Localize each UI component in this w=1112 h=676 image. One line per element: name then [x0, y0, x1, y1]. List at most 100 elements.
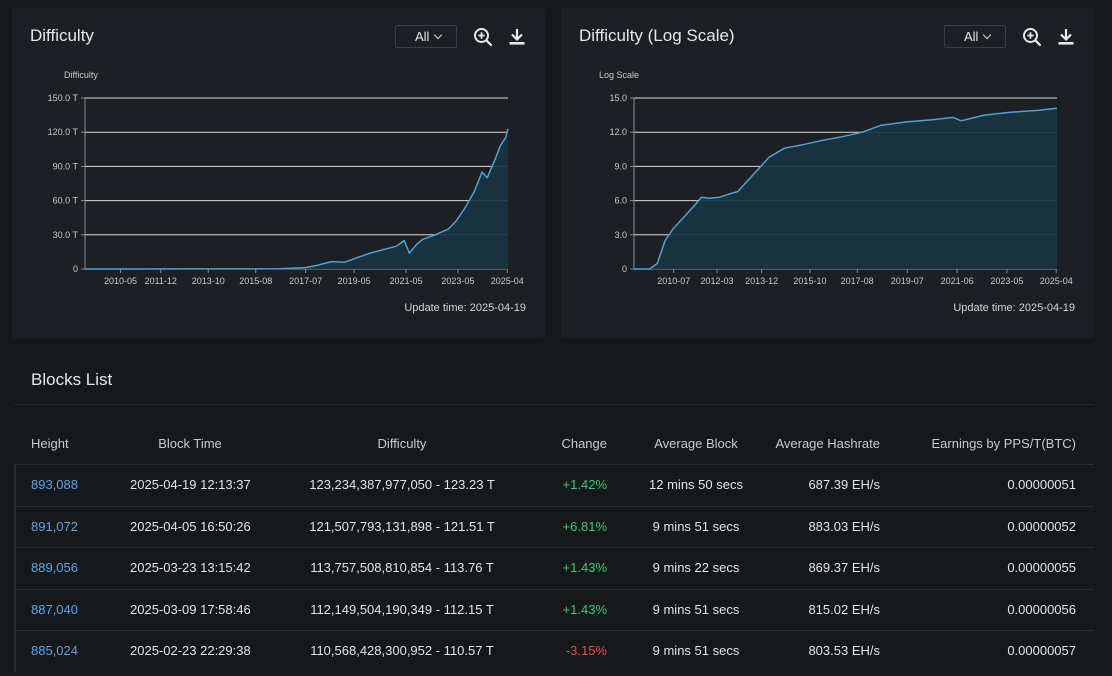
earnings-pps: 0.00000052: [1007, 518, 1076, 534]
chart-title: Difficulty: [30, 26, 94, 45]
average-hashrate: 815.02 EH/s: [808, 601, 880, 617]
table-row: 889,056 2025-03-23 13:15:42 113,757,508,81…: [14, 547, 1094, 589]
earnings-pps: 0.00000056: [1007, 601, 1076, 617]
difficulty-log-chart-card: Difficulty (Log Scale) All Log Scale 0 3.0…: [561, 8, 1094, 338]
average-hashrate: 869.37 EH/s: [808, 560, 880, 575]
table-header: Height Block Time Difficulty Change Aver…: [14, 424, 1094, 464]
block-height-link[interactable]: 891,072: [31, 518, 78, 534]
range-select-value: All: [415, 29, 430, 44]
block-height-link[interactable]: 885,024: [31, 643, 78, 658]
x-tick-label: 2021-05: [389, 276, 422, 286]
table-row: 893,088 2025-04-19 12:13:37 123,234,387,97…: [14, 464, 1094, 506]
block-time: 2025-03-23 13:15:42: [130, 560, 251, 575]
y-axis-label: Difficulty: [64, 70, 98, 80]
x-tick-label: 2025-04: [1040, 276, 1073, 286]
y-tick-label: 150.0 T: [48, 93, 79, 103]
download-icon[interactable]: [507, 27, 527, 47]
y-axis-label: Log Scale: [599, 70, 639, 80]
y-tick-label: 60.0 T: [53, 196, 79, 206]
x-tick-label: 2010-07: [657, 276, 690, 286]
range-select[interactable]: All: [944, 25, 1006, 48]
block-time: 2025-02-23 22:29:38: [130, 643, 251, 658]
difficulty-chart-card: Difficulty All Difficulty 0 30.0 T 60.0 T 90…: [12, 8, 545, 338]
update-time: Update time: 2025-04-19: [953, 302, 1075, 314]
x-tick-label: 2010-05: [104, 276, 137, 286]
earnings-pps: 0.00000055: [1007, 560, 1076, 575]
block-difficulty: 123,234,387,977,050 - 123.23 T: [309, 477, 495, 492]
header-earnings: Earnings by PPS/T(BTC): [931, 436, 1077, 451]
y-tick-label: 9.0: [614, 161, 627, 171]
block-difficulty: 110,568,428,300,952 - 110.57 T: [310, 643, 494, 658]
average-block-time: 9 mins 51 secs: [652, 601, 740, 617]
y-tick-label: 6.0: [614, 196, 627, 206]
difficulty-change: +1.43%: [562, 601, 607, 617]
difficulty-change: -3.15%: [565, 643, 607, 658]
x-tick-label: 2019-05: [338, 276, 371, 286]
x-tick-label: 2017-08: [841, 276, 874, 286]
x-tick-label: 2015-08: [239, 276, 272, 286]
difficulty-change: +1.43%: [562, 560, 607, 575]
series-line: [634, 107, 1058, 270]
series-line: [84, 128, 509, 270]
earnings-pps: 0.00000057: [1007, 643, 1076, 658]
divider: [14, 404, 1094, 405]
zoom-in-icon[interactable]: [1022, 27, 1042, 47]
average-block-time: 9 mins 51 secs: [652, 518, 740, 534]
block-difficulty: 121,507,793,131,898 - 121.51 T: [309, 518, 495, 534]
average-block-time: 12 mins 50 secs: [649, 477, 743, 492]
block-time: 2025-04-05 16:50:26: [130, 518, 251, 534]
update-time: Update time: 2025-04-19: [404, 302, 526, 314]
x-tick-label: 2011-12: [145, 276, 177, 286]
average-block-time: 9 mins 22 secs: [652, 560, 740, 575]
x-tick-label: 2023-05: [441, 276, 474, 286]
zoom-in-icon[interactable]: [473, 27, 493, 47]
download-icon[interactable]: [1056, 27, 1076, 47]
x-tick-label: 2025-04: [491, 276, 524, 286]
blocks-table: Height Block Time Difficulty Change Aver…: [14, 424, 1094, 672]
block-height-link[interactable]: 893,088: [31, 477, 78, 492]
difficulty-log-chart: Log Scale 0 3.0 6.0 9.0 12.0 15.0 2010-07 2012-0…: [599, 70, 1073, 286]
header-block-time: Block Time: [158, 436, 222, 451]
x-tick-label: 2021-06: [941, 276, 974, 286]
block-time: 2025-03-09 17:58:46: [130, 601, 251, 617]
x-tick-label: 2023-05: [990, 276, 1023, 286]
x-tick-label: 2017-07: [289, 276, 322, 286]
x-tick-label: 2013-12: [745, 276, 778, 286]
y-tick-label: 30.0 T: [53, 230, 79, 240]
y-tick-label: 15.0: [609, 93, 627, 103]
average-hashrate: 803.53 EH/s: [808, 643, 880, 658]
y-tick-label: 0: [622, 264, 627, 274]
header-average-block: Average Block: [654, 436, 738, 451]
header-height: Height: [31, 436, 69, 451]
difficulty-change: +1.42%: [562, 477, 607, 492]
earnings-pps: 0.00000051: [1007, 477, 1076, 492]
average-hashrate: 883.03 EH/s: [808, 518, 880, 534]
table-row: 885,024 2025-02-23 22:29:38 110,568,428,30…: [14, 630, 1094, 672]
y-tick-label: 3.0: [614, 230, 627, 240]
table-row: 891,072 2025-04-05 16:50:26 121,507,793,13…: [14, 505, 1094, 548]
difficulty-change: +6.81%: [562, 518, 607, 534]
block-difficulty: 112,149,504,190,349 - 112.15 T: [310, 601, 494, 617]
series-area: [634, 108, 1057, 269]
difficulty-chart: Difficulty 0 30.0 T 60.0 T 90.0 T 120.0 T 150.…: [48, 70, 524, 286]
x-tick-label: 2013-10: [192, 276, 225, 286]
average-block-time: 9 mins 51 secs: [652, 643, 740, 658]
header-change: Change: [561, 436, 607, 451]
header-average-hashrate: Average Hashrate: [775, 436, 880, 451]
range-select[interactable]: All: [395, 25, 457, 48]
block-difficulty: 113,757,508,810,854 - 113.76 T: [310, 560, 494, 575]
x-tick-label: 2019-07: [891, 276, 924, 286]
table-row: 887,040 2025-03-09 17:58:46 112,149,504,19…: [14, 588, 1094, 631]
block-height-link[interactable]: 889,056: [31, 560, 78, 575]
x-tick-label: 2012-03: [701, 276, 734, 286]
range-select-value: All: [964, 29, 979, 44]
y-tick-label: 120.0 T: [48, 127, 79, 137]
y-tick-label: 0: [73, 264, 78, 274]
blocks-list-title: Blocks List: [31, 370, 113, 389]
x-tick-label: 2015-10: [793, 276, 826, 286]
block-height-link[interactable]: 887,040: [31, 601, 78, 617]
y-tick-label: 90.0 T: [53, 161, 79, 171]
block-time: 2025-04-19 12:13:37: [130, 477, 251, 492]
average-hashrate: 687.39 EH/s: [808, 477, 880, 492]
header-difficulty: Difficulty: [377, 436, 427, 451]
